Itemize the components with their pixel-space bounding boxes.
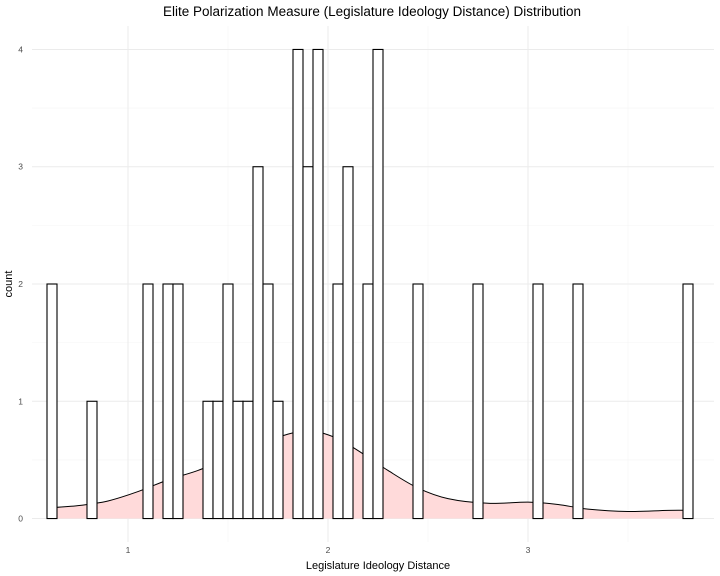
y-axis-ticks: 0 1 2 3 4 bbox=[18, 44, 23, 523]
histogram-bar bbox=[302, 166, 314, 520]
histogram-bar bbox=[332, 283, 344, 520]
y-tick-label: 3 bbox=[18, 162, 23, 172]
histogram-bar bbox=[262, 283, 274, 520]
y-tick-label: 0 bbox=[18, 514, 23, 524]
x-tick-label: 2 bbox=[326, 545, 331, 555]
x-axis-ticks: 1 2 3 bbox=[126, 545, 531, 555]
x-tick-label: 3 bbox=[526, 545, 531, 555]
histogram-bar bbox=[292, 48, 304, 520]
histogram-bar bbox=[86, 400, 98, 520]
histogram-bar bbox=[222, 283, 234, 520]
histogram-bar bbox=[272, 400, 284, 520]
histogram-bar bbox=[412, 283, 424, 520]
histogram-bar bbox=[682, 283, 694, 520]
y-tick-label: 4 bbox=[18, 44, 23, 54]
y-axis-label: count bbox=[3, 271, 15, 298]
histogram-bar bbox=[46, 283, 58, 520]
y-tick-label: 2 bbox=[18, 279, 23, 289]
histogram-bar bbox=[572, 283, 584, 520]
histogram-bar bbox=[202, 400, 214, 520]
histogram-bar bbox=[532, 283, 544, 520]
histogram-bar bbox=[212, 400, 224, 520]
chart-title: Elite Polarization Measure (Legislature … bbox=[163, 4, 581, 19]
histogram-bar bbox=[172, 283, 184, 520]
histogram-bar bbox=[232, 400, 244, 520]
histogram-bar bbox=[142, 283, 154, 520]
histogram-bar bbox=[252, 166, 264, 520]
histogram-bars bbox=[46, 48, 694, 520]
y-tick-label: 1 bbox=[18, 396, 23, 406]
histogram-bar bbox=[342, 166, 354, 520]
histogram-bar bbox=[312, 48, 324, 520]
histogram-bar bbox=[472, 283, 484, 520]
x-tick-label: 1 bbox=[126, 545, 131, 555]
histogram-bar bbox=[162, 283, 174, 520]
histogram-bar bbox=[242, 400, 254, 520]
x-axis-label: Legislature Ideology Distance bbox=[306, 560, 450, 572]
histogram-bar bbox=[372, 48, 384, 520]
histogram-bar bbox=[362, 283, 374, 520]
